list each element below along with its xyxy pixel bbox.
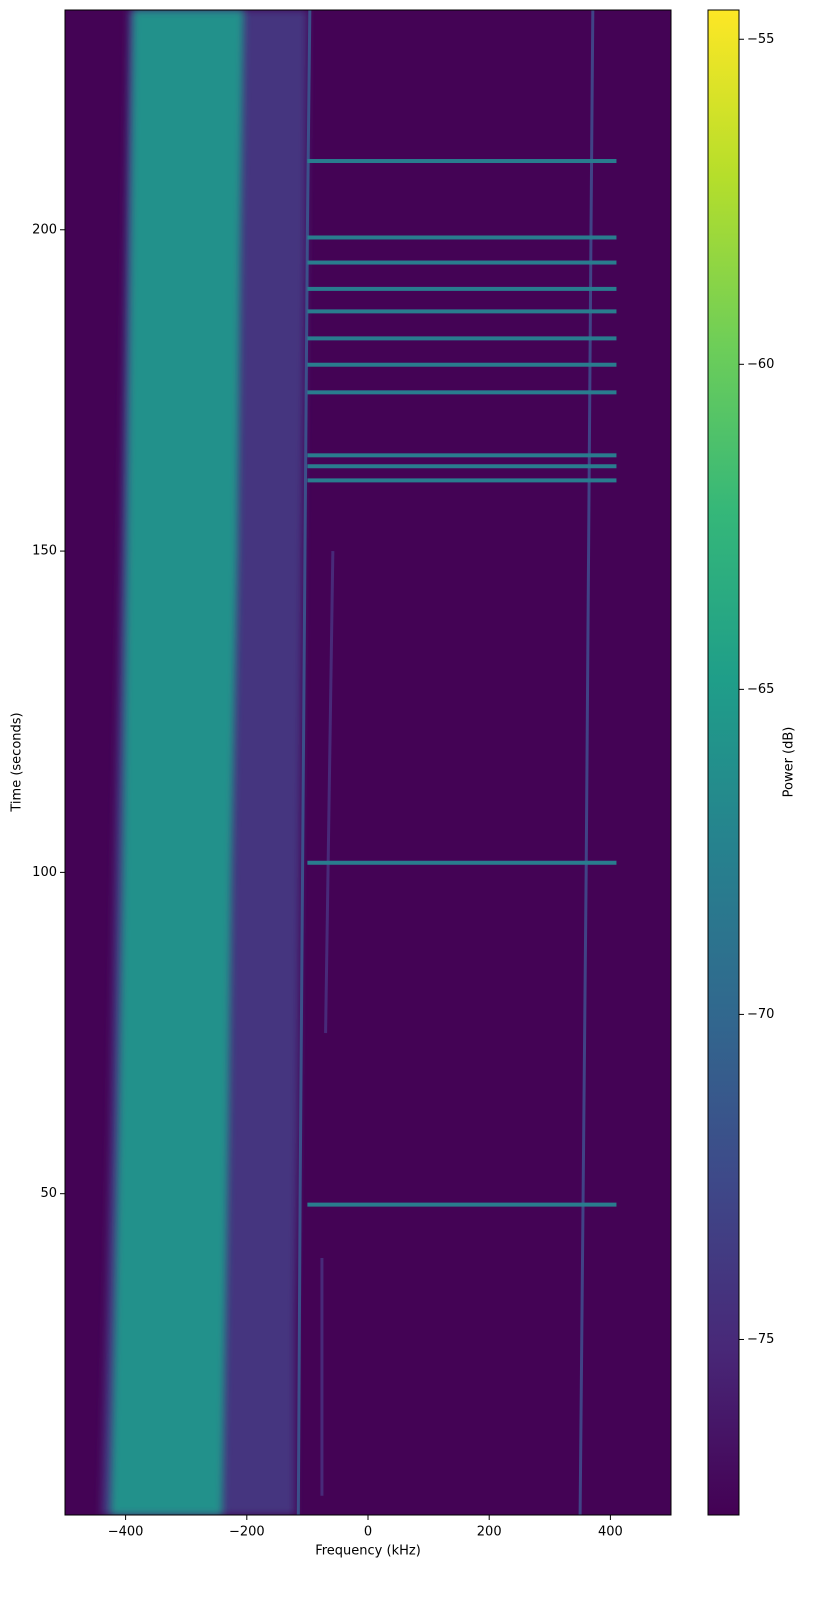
burst xyxy=(307,453,617,458)
y-tick-label: 200 xyxy=(32,222,57,237)
carrier-line xyxy=(578,10,595,1515)
plot-area xyxy=(65,10,671,1515)
y-tick-label: 100 xyxy=(32,865,57,880)
x-tick-label: 400 xyxy=(598,1525,623,1540)
carrier-line xyxy=(324,551,335,1034)
x-axis-label: Frequency (kHz) xyxy=(315,1544,421,1559)
x-tick-label: 0 xyxy=(364,1525,372,1540)
burst xyxy=(307,362,617,367)
burst xyxy=(307,309,617,314)
colorbar-tick-label: −75 xyxy=(747,1332,774,1347)
burst xyxy=(307,260,617,265)
y-tick-label: 50 xyxy=(40,1186,57,1201)
burst xyxy=(307,1202,617,1207)
burst xyxy=(307,159,617,164)
y-axis-label: Time (seconds) xyxy=(10,712,25,812)
burst xyxy=(307,464,617,469)
colorbar-tick-label: −65 xyxy=(747,682,774,697)
colorbar-tick-label: −70 xyxy=(747,1007,774,1022)
burst xyxy=(307,478,617,483)
carrier-line xyxy=(296,10,312,1515)
burst xyxy=(307,235,617,240)
colorbar xyxy=(707,9,740,1516)
burst xyxy=(307,860,617,865)
noise-band xyxy=(110,10,244,1515)
colorbar-tick-label: −60 xyxy=(747,357,774,372)
burst xyxy=(307,390,617,395)
colorbar-tick-label: −55 xyxy=(747,32,774,47)
x-tick-label: −400 xyxy=(108,1525,144,1540)
y-tick-label: 150 xyxy=(32,544,57,559)
x-tick-label: −200 xyxy=(229,1525,265,1540)
x-tick-label: 200 xyxy=(477,1525,502,1540)
burst xyxy=(307,286,617,291)
colorbar-label: Power (dB) xyxy=(782,727,797,798)
burst xyxy=(307,336,617,341)
